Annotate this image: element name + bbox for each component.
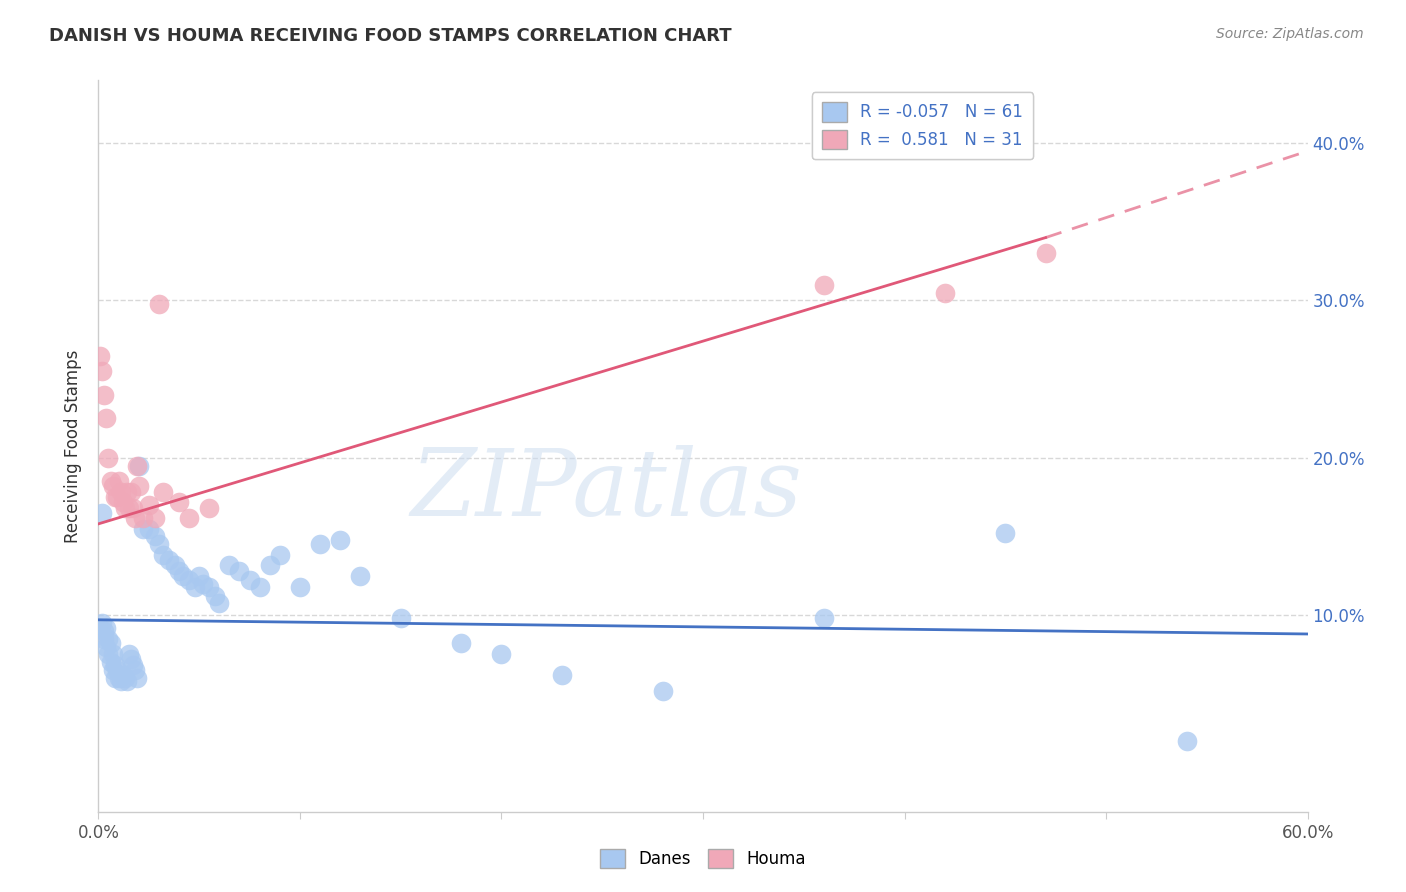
Point bbox=[138, 498, 160, 512]
Text: DANISH VS HOUMA RECEIVING FOOD STAMPS CORRELATION CHART: DANISH VS HOUMA RECEIVING FOOD STAMPS CO… bbox=[49, 27, 733, 45]
Point bbox=[93, 388, 115, 402]
Point bbox=[118, 501, 141, 516]
Point bbox=[110, 485, 132, 500]
Point bbox=[120, 652, 142, 666]
Point bbox=[193, 576, 215, 591]
Point bbox=[100, 475, 122, 489]
Point bbox=[204, 589, 226, 603]
Point bbox=[269, 549, 291, 563]
Point bbox=[143, 510, 166, 524]
Point bbox=[208, 595, 231, 609]
Point bbox=[96, 411, 118, 425]
Point bbox=[288, 580, 311, 594]
Point bbox=[1035, 246, 1057, 260]
Point bbox=[114, 501, 136, 516]
Point bbox=[128, 458, 150, 473]
Point bbox=[651, 683, 673, 698]
Y-axis label: Receiving Food Stamps: Receiving Food Stamps bbox=[65, 350, 83, 542]
Point bbox=[329, 533, 352, 547]
Point bbox=[125, 671, 148, 685]
Point bbox=[107, 671, 129, 685]
Point bbox=[91, 615, 114, 630]
Point bbox=[101, 479, 124, 493]
Text: ZIPatlas: ZIPatlas bbox=[411, 445, 803, 535]
Point bbox=[89, 349, 111, 363]
Point bbox=[100, 636, 122, 650]
Point bbox=[167, 564, 190, 578]
Point bbox=[115, 674, 138, 689]
Point bbox=[120, 485, 142, 500]
Point bbox=[148, 296, 170, 310]
Point bbox=[172, 568, 194, 582]
Point bbox=[107, 475, 129, 489]
Point bbox=[121, 501, 143, 516]
Point bbox=[152, 485, 174, 500]
Point bbox=[128, 479, 150, 493]
Point bbox=[551, 668, 574, 682]
Point bbox=[125, 458, 148, 473]
Point bbox=[239, 574, 262, 588]
Point bbox=[96, 640, 118, 654]
Point bbox=[111, 495, 134, 509]
Point bbox=[103, 658, 125, 673]
Point bbox=[188, 568, 211, 582]
Point bbox=[91, 506, 114, 520]
Point bbox=[389, 611, 412, 625]
Point bbox=[124, 510, 146, 524]
Point bbox=[105, 663, 128, 677]
Point bbox=[91, 364, 114, 378]
Point bbox=[143, 529, 166, 543]
Text: Source: ZipAtlas.com: Source: ZipAtlas.com bbox=[1216, 27, 1364, 41]
Point bbox=[110, 674, 132, 689]
Point bbox=[198, 580, 221, 594]
Point bbox=[157, 553, 180, 567]
Point bbox=[198, 501, 221, 516]
Point bbox=[138, 522, 160, 536]
Point bbox=[97, 648, 120, 662]
Point bbox=[148, 537, 170, 551]
Point bbox=[167, 495, 190, 509]
Point bbox=[1175, 734, 1198, 748]
Point bbox=[179, 510, 201, 524]
Legend: Danes, Houma: Danes, Houma bbox=[593, 842, 813, 875]
Point bbox=[349, 568, 371, 582]
Point bbox=[934, 285, 956, 300]
Point bbox=[114, 671, 136, 685]
Point bbox=[813, 277, 835, 292]
Point bbox=[259, 558, 281, 572]
Point bbox=[103, 671, 125, 685]
Point bbox=[994, 526, 1017, 541]
Point bbox=[96, 621, 118, 635]
Point bbox=[101, 648, 124, 662]
Point bbox=[115, 485, 138, 500]
Point bbox=[103, 490, 125, 504]
Point bbox=[97, 632, 120, 646]
Point bbox=[105, 490, 128, 504]
Point bbox=[184, 580, 207, 594]
Point bbox=[118, 648, 141, 662]
Point bbox=[97, 450, 120, 465]
Point bbox=[132, 510, 155, 524]
Point bbox=[93, 632, 115, 646]
Point bbox=[100, 655, 122, 669]
Point bbox=[218, 558, 240, 572]
Point bbox=[124, 663, 146, 677]
Point bbox=[813, 611, 835, 625]
Point bbox=[163, 558, 186, 572]
Point bbox=[228, 564, 250, 578]
Point bbox=[450, 636, 472, 650]
Point bbox=[89, 621, 111, 635]
Point bbox=[152, 549, 174, 563]
Point bbox=[491, 648, 513, 662]
Point bbox=[249, 580, 271, 594]
Point bbox=[101, 663, 124, 677]
Point bbox=[111, 668, 134, 682]
Legend: R = -0.057   N = 61, R =  0.581   N = 31: R = -0.057 N = 61, R = 0.581 N = 31 bbox=[813, 92, 1033, 159]
Point bbox=[121, 658, 143, 673]
Point bbox=[132, 522, 155, 536]
Point bbox=[93, 624, 115, 638]
Point bbox=[309, 537, 332, 551]
Point bbox=[179, 574, 201, 588]
